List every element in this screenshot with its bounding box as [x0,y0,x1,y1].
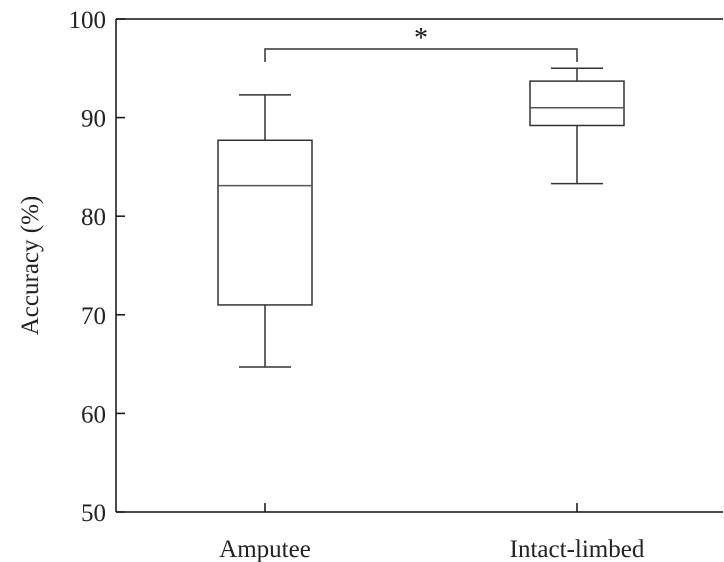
y-tick-label: 100 [69,7,107,34]
y-axis-ticks: 50 60 70 80 90 100 [69,7,125,527]
significance-annotation: * [264,23,578,62]
box-iqr [217,139,313,306]
plot-frame [115,18,723,513]
box-iqr [529,80,625,127]
boxes [217,67,625,368]
x-axis-ticks: Amputee Intact-limbed [219,503,645,562]
y-axis-label: Accuracy (%) [17,196,44,336]
x-tick-label: Intact-limbed [510,536,645,562]
y-tick-label: 50 [81,500,106,527]
significance-star: * [414,23,428,54]
significance-bracket [264,48,578,62]
y-tick-label: 70 [81,303,106,330]
y-tick-label: 90 [81,106,106,133]
box-intact-limbed [529,67,625,185]
y-tick-label: 80 [81,204,106,231]
y-tick-label: 60 [81,401,106,428]
box-amputee [217,94,313,368]
x-tick-label: Amputee [219,536,311,562]
